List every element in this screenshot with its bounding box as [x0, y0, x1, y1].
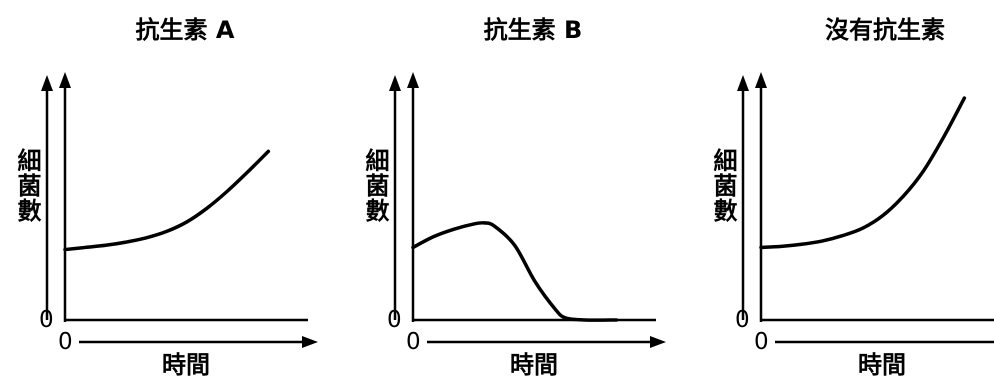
- chart-plot: [389, 72, 666, 348]
- series-line-0: [411, 221, 619, 322]
- series-line-0: [759, 96, 967, 250]
- y-axis-guide-arrowhead: [41, 75, 53, 91]
- y-axis-guide-arrowhead: [389, 75, 401, 91]
- x-axis-label: 時間: [510, 351, 558, 379]
- x-axis-label: 時間: [162, 351, 210, 379]
- y-axis-label: 細菌數: [13, 148, 41, 223]
- x-origin-label: 0: [754, 329, 769, 355]
- y-axis-arrowhead: [407, 72, 419, 88]
- chart-panel-antibiotic-b: 抗生素 B 細菌數 0 0 時間: [348, 0, 678, 385]
- chart-panel-antibiotic-a: 抗生素 A 細菌數 0 0 時間: [0, 0, 330, 385]
- x-origin-label: 0: [58, 329, 73, 355]
- chart-plot: [737, 72, 994, 344]
- y-axis-label: 細菌數: [361, 148, 389, 223]
- chart-title: 沒有抗生素: [825, 16, 945, 44]
- series-line-0: [63, 149, 271, 252]
- chart-panel-no-antibiotic: 沒有抗生素 細菌數 0 0 時間: [696, 0, 994, 385]
- y-axis-arrowhead: [59, 72, 71, 88]
- x-origin-label: 0: [406, 329, 421, 355]
- chart-plot: [41, 72, 318, 348]
- y-axis-guide-arrowhead: [737, 75, 749, 91]
- x-axis-guide-arrowhead: [650, 336, 666, 348]
- x-axis-label: 時間: [858, 351, 906, 379]
- y-axis-label: 細菌數: [709, 148, 737, 223]
- x-axis-guide-arrowhead: [302, 336, 318, 348]
- chart-title: 抗生素 A: [135, 16, 235, 44]
- y-axis-arrowhead: [755, 72, 767, 88]
- chart-title: 抗生素 B: [483, 16, 583, 44]
